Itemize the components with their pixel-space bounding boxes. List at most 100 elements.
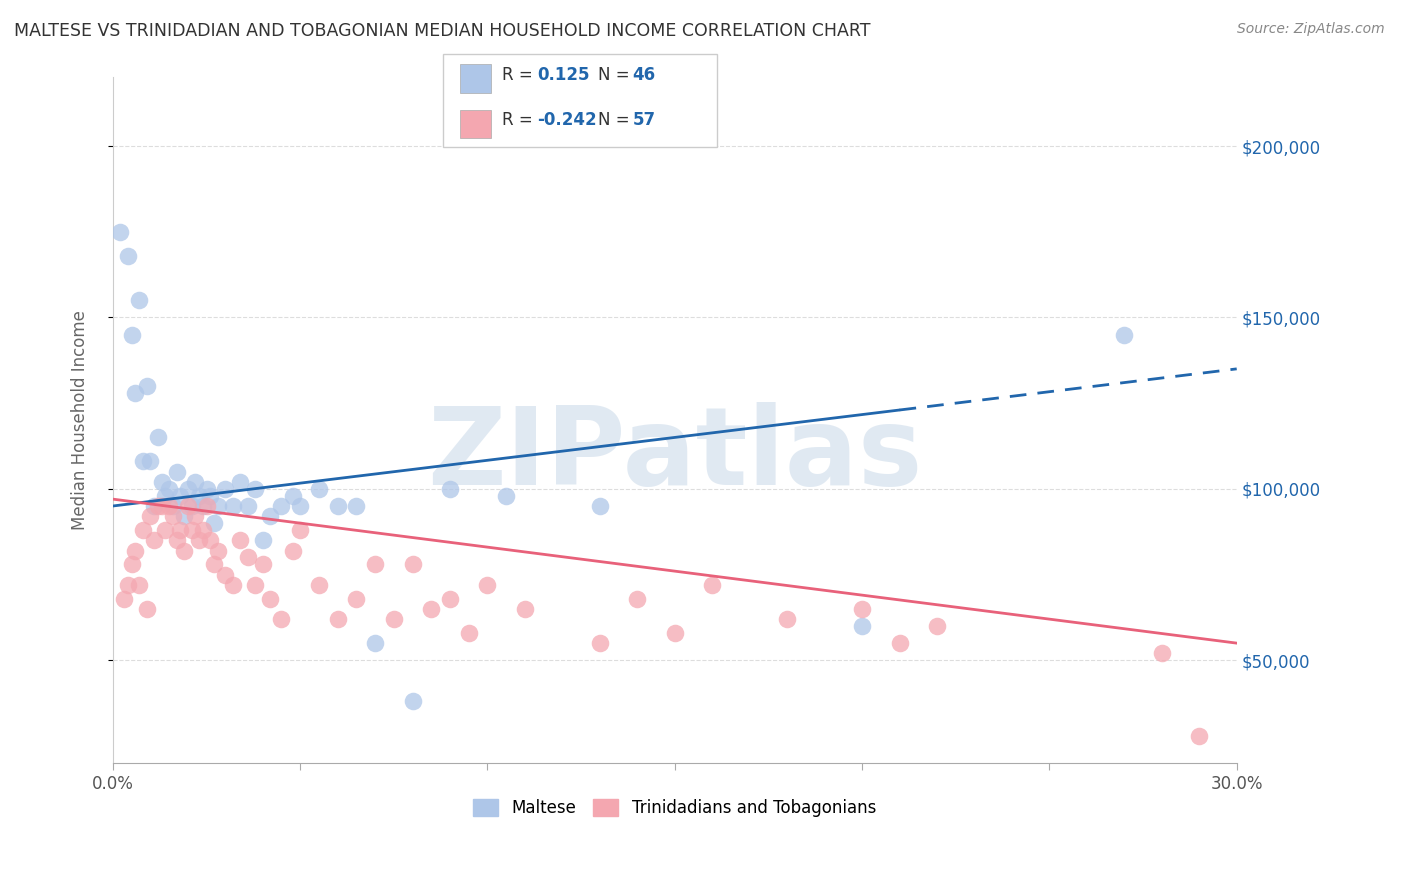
Text: 57: 57 (633, 112, 655, 129)
Point (270, 499, 292, 513)
Point (214, 567, 236, 582)
Point (589, 636, 612, 650)
Point (326, 612, 349, 626)
Point (259, 509, 281, 524)
Point (150, 499, 173, 513)
Point (281, 489, 304, 503)
Point (124, 543, 146, 558)
Text: R =: R = (502, 66, 538, 84)
Point (155, 489, 177, 503)
Point (222, 499, 245, 513)
Point (112, 591, 135, 606)
Text: N =: N = (598, 66, 634, 84)
Point (288, 523, 311, 537)
Point (143, 499, 166, 513)
Point (188, 533, 211, 548)
Point (150, 475, 173, 489)
Point (139, 509, 162, 524)
Point (207, 499, 229, 513)
Point (184, 509, 207, 524)
Point (245, 482, 267, 496)
Point (1114, 327, 1136, 342)
Point (200, 533, 222, 548)
Text: Source: ZipAtlas.com: Source: ZipAtlas.com (1237, 22, 1385, 37)
Point (180, 523, 202, 537)
Point (121, 327, 143, 342)
Point (439, 482, 461, 496)
Point (229, 533, 252, 548)
Text: ZIPatlas: ZIPatlas (427, 401, 922, 508)
Point (162, 509, 184, 524)
Point (270, 612, 292, 626)
Point (195, 482, 218, 496)
Point (132, 523, 155, 537)
Point (184, 475, 207, 489)
Point (326, 499, 349, 513)
Point (177, 482, 200, 496)
Point (364, 636, 387, 650)
Point (188, 489, 211, 503)
Point (252, 533, 274, 548)
Point (664, 625, 686, 640)
Point (117, 578, 139, 592)
Point (117, 249, 139, 263)
Point (308, 482, 330, 496)
Point (202, 558, 225, 572)
Point (177, 499, 200, 513)
Point (135, 379, 157, 393)
Point (135, 602, 157, 616)
Point (180, 499, 202, 513)
Text: N =: N = (598, 112, 634, 129)
Point (420, 602, 443, 616)
Y-axis label: Median Household Income: Median Household Income (72, 310, 89, 530)
Point (207, 543, 229, 558)
Point (162, 499, 184, 513)
Point (252, 558, 274, 572)
Point (128, 578, 150, 592)
Point (128, 293, 150, 308)
Point (110, 225, 132, 239)
Point (222, 578, 245, 592)
Text: -0.242: -0.242 (537, 112, 596, 129)
Point (202, 516, 225, 530)
Point (364, 558, 387, 572)
Point (401, 694, 423, 708)
Point (166, 465, 188, 479)
Point (401, 558, 423, 572)
Point (200, 489, 222, 503)
Point (169, 489, 191, 503)
Point (702, 578, 724, 592)
Point (214, 482, 236, 496)
Point (382, 612, 405, 626)
Point (776, 612, 799, 626)
Point (1150, 647, 1173, 661)
Point (124, 385, 146, 400)
Point (236, 499, 259, 513)
Point (889, 636, 911, 650)
Point (589, 499, 612, 513)
Point (157, 482, 180, 496)
Point (146, 430, 169, 444)
Point (495, 489, 517, 503)
Point (169, 523, 191, 537)
Point (173, 543, 195, 558)
Point (236, 550, 259, 565)
Point (851, 619, 873, 633)
Point (344, 499, 367, 513)
Point (851, 602, 873, 616)
Point (439, 591, 461, 606)
Point (195, 499, 218, 513)
Point (288, 499, 311, 513)
Point (259, 591, 281, 606)
Text: MALTESE VS TRINIDADIAN AND TOBAGONIAN MEDIAN HOUSEHOLD INCOME CORRELATION CHART: MALTESE VS TRINIDADIAN AND TOBAGONIAN ME… (14, 22, 870, 40)
Point (121, 558, 143, 572)
Point (132, 454, 155, 468)
Point (308, 578, 330, 592)
Text: 46: 46 (633, 66, 655, 84)
Point (626, 591, 648, 606)
Point (191, 499, 214, 513)
Point (146, 499, 169, 513)
Point (191, 523, 214, 537)
Point (166, 533, 188, 548)
Legend: Maltese, Trinidadians and Tobagonians: Maltese, Trinidadians and Tobagonians (467, 792, 883, 823)
